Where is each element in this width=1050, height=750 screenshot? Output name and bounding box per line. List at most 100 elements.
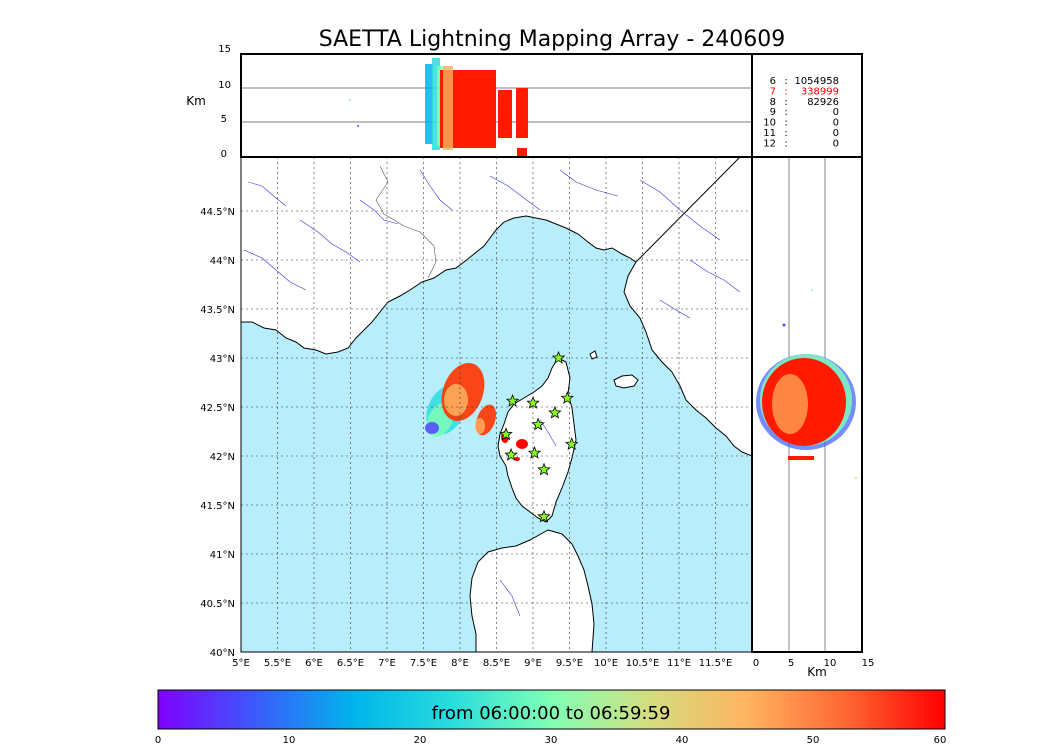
- lon-tick-label: 11°E: [667, 658, 691, 669]
- lon-tick-label: 8°E: [451, 658, 469, 669]
- station-count-stations: 6: [770, 76, 776, 87]
- colorbar-tick-label: 40: [676, 735, 689, 746]
- country-border: [375, 165, 437, 279]
- lat-tick-label: 43°N: [210, 354, 235, 365]
- altitude-tick-label: 10: [824, 658, 837, 669]
- station-count-value: 0: [833, 128, 839, 139]
- lat-tick-label: 44.5°N: [200, 207, 235, 218]
- station-count-stations: 11: [763, 128, 776, 139]
- corsica-island: [497, 357, 577, 523]
- station-count-separator: :: [784, 76, 787, 87]
- map-panel: [241, 157, 752, 652]
- altitude-lat-axis-label: Km: [807, 665, 827, 679]
- station-count-value: 338999: [801, 86, 839, 97]
- altitude-lat-tick-labels: 0 5 10 15: [753, 658, 875, 669]
- lat-tick-label: 40°N: [210, 648, 235, 659]
- station-count-separator: :: [784, 86, 787, 97]
- altitude-lat-frame: [751, 156, 863, 653]
- station-count-box: [751, 53, 863, 158]
- altitude-tick-label: 15: [218, 44, 231, 55]
- station-count-separator: :: [784, 138, 787, 149]
- lat-tick-label: 41.5°N: [200, 501, 235, 512]
- station-count-stations: 12: [763, 138, 776, 149]
- lat-tick-label: 43.5°N: [200, 305, 235, 316]
- station-count-stations: 10: [763, 118, 776, 129]
- map-grid: [241, 157, 752, 652]
- station-star-icon: [504, 447, 518, 461]
- station-count-stations: 8: [770, 97, 776, 108]
- colorbar-tick-label: 30: [545, 735, 558, 746]
- colorbar-tick-label: 20: [414, 735, 427, 746]
- lat-tick-label: 41°N: [210, 550, 235, 561]
- lon-tick-label: 5°E: [232, 658, 250, 669]
- colorbar-tick-label: 60: [934, 735, 947, 746]
- colorbar-ticks: 0 10 20 30 40 50 60: [155, 735, 947, 746]
- lon-tick-label: 10.5°E: [626, 658, 660, 669]
- lon-tick-label: 6°E: [305, 658, 323, 669]
- station-count-separator: :: [784, 128, 787, 139]
- elba-island: [613, 374, 639, 389]
- colorbar-label: from 06:00:00 to 06:59:59: [432, 703, 671, 724]
- lon-tick-label: 8.5°E: [483, 658, 510, 669]
- lat-tick-label: 44°N: [210, 256, 235, 267]
- station-star-icon: [560, 391, 575, 404]
- station-star-icon: [537, 509, 551, 523]
- lat-tick-label: 40.5°N: [200, 599, 235, 610]
- colorbar-tick-label: 10: [283, 735, 296, 746]
- altitude-tick-label: 0: [753, 658, 759, 669]
- station-count-separator: :: [784, 118, 787, 129]
- italy-coast: [623, 157, 752, 457]
- station-star-icon: [548, 405, 562, 419]
- station-star-icon: [526, 395, 540, 409]
- station-star-icon: [505, 394, 520, 407]
- station-count-stations: 7: [770, 86, 776, 97]
- lon-tick-label: 11.5°E: [699, 658, 733, 669]
- station-count-value: 0: [833, 118, 839, 129]
- lightning-sources-altitude-lon: [349, 58, 528, 156]
- stations-layer: [499, 350, 579, 523]
- lon-tick-labels: 5°E 5.5°E 6°E 6.5°E 7°E 7.5°E 8°E 8.5°E …: [232, 658, 732, 669]
- altitude-tick-labels: 0 5 10 15: [218, 44, 231, 160]
- capraia-island: [589, 350, 598, 360]
- lon-tick-label: 7.5°E: [410, 658, 437, 669]
- colorbar: [157, 689, 946, 730]
- lightning-sources-map: [425, 362, 528, 461]
- altitude-axis-label: Km: [186, 94, 206, 108]
- station-star-icon: [499, 427, 513, 441]
- lightning-sources-altitude-lat: [756, 289, 857, 479]
- station-count-separator: :: [784, 97, 787, 108]
- chart-title: SAETTA Lightning Mapping Array - 240609: [319, 27, 786, 52]
- altitude-tick-label: 10: [218, 80, 231, 91]
- station-star-icon: [551, 350, 566, 364]
- station-star-icon: [537, 462, 551, 476]
- station-count-value: 0: [833, 138, 839, 149]
- lon-tick-label: 9.5°E: [556, 658, 583, 669]
- lon-tick-label: 5.5°E: [264, 658, 291, 669]
- station-star-icon: [531, 417, 545, 431]
- station-count-separator: :: [784, 107, 787, 118]
- lon-tick-label: 7°E: [378, 658, 396, 669]
- colorbar-tick-label: 0: [155, 735, 161, 746]
- station-star-icon: [564, 437, 579, 450]
- station-count-value: 82926: [807, 97, 839, 108]
- altitude-tick-label: 0: [221, 149, 227, 160]
- altitude-lat-panel: [752, 157, 862, 652]
- lat-tick-label: 42°N: [210, 452, 235, 463]
- lat-tick-labels: 40°N 40.5°N 41°N 41.5°N 42°N 42.5°N 43°N…: [200, 207, 235, 659]
- sardinia-island: [469, 529, 595, 652]
- lon-tick-label: 6.5°E: [337, 658, 364, 669]
- altitude-tick-label: 5: [788, 658, 794, 669]
- station-count-value: 0: [833, 107, 839, 118]
- altitude-lon-panel: [241, 54, 752, 157]
- lon-tick-label: 10°E: [594, 658, 618, 669]
- station-count-stations: 9: [770, 107, 776, 118]
- altitude-tick-label: 15: [862, 658, 875, 669]
- colorbar-tick-label: 50: [807, 735, 820, 746]
- lat-tick-label: 42.5°N: [200, 403, 235, 414]
- station-count-value: 1054958: [794, 76, 839, 87]
- station-star-icon: [527, 446, 542, 459]
- altitude-tick-label: 5: [221, 114, 227, 125]
- lon-tick-label: 9°E: [524, 658, 542, 669]
